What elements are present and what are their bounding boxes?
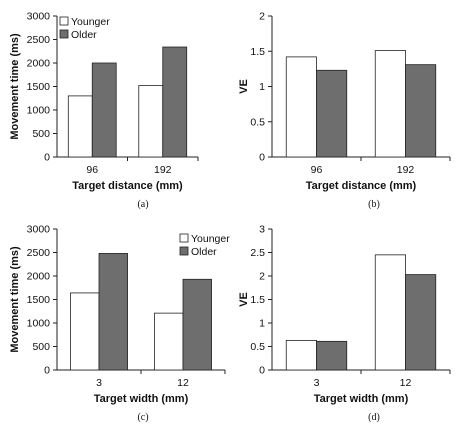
y-tick-label: 0 bbox=[259, 365, 265, 377]
y-tick-label: 500 bbox=[32, 341, 50, 353]
legend-swatch-older bbox=[59, 29, 69, 39]
y-axis-title: Movement time (ms) bbox=[9, 33, 21, 140]
y-tick-label: 2.5 bbox=[250, 247, 265, 259]
y-tick-label: 0 bbox=[44, 365, 50, 377]
x-axis-title: Target distance (mm) bbox=[72, 180, 183, 192]
x-tick-label: 12 bbox=[400, 377, 412, 389]
y-tick-label: 0 bbox=[44, 152, 50, 164]
y-tick-label: 1 bbox=[259, 81, 265, 93]
older-bar bbox=[405, 64, 437, 158]
panel-label: (a) bbox=[137, 199, 148, 210]
younger-bar bbox=[285, 56, 317, 158]
younger-bar bbox=[374, 254, 406, 371]
chart-panel-1: 0 500 1000 1500 2000 2500 3000 96 192 Target dist… bbox=[9, 11, 199, 210]
legend-label: Younger bbox=[71, 16, 110, 28]
x-axis-title: Target distance (mm) bbox=[306, 180, 417, 192]
legend-swatch-older bbox=[179, 246, 189, 256]
younger-bar bbox=[285, 339, 317, 371]
older-bar bbox=[182, 278, 212, 371]
y-tick-label: 1 bbox=[259, 318, 265, 330]
y-tick-label: 1000 bbox=[27, 318, 51, 330]
panel-label: (b) bbox=[368, 199, 380, 210]
y-tick-label: 2000 bbox=[27, 58, 51, 70]
y-tick-label: 2000 bbox=[27, 271, 51, 283]
x-tick-label: 12 bbox=[177, 377, 189, 389]
x-tick-label: 3 bbox=[96, 377, 102, 389]
older-bar bbox=[91, 62, 117, 158]
y-tick-label: 1500 bbox=[27, 81, 51, 93]
x-tick-label: 192 bbox=[397, 164, 415, 176]
younger-bar bbox=[374, 50, 406, 158]
chart-panel-4: 0 0.5 1 1.5 2 2.5 3 3 12 Target width (mm) VE (d) bbox=[238, 224, 451, 423]
x-tick-label: 3 bbox=[314, 377, 320, 389]
x-axis-title: Target width (mm) bbox=[94, 393, 189, 405]
legend-swatch-younger bbox=[59, 16, 69, 26]
y-tick-label: 0 bbox=[259, 152, 265, 164]
chart-panel-3: 0 500 1000 1500 2000 2500 3000 3 12 Target width … bbox=[9, 224, 230, 424]
panel-label: (d) bbox=[368, 412, 380, 423]
y-tick-label: 500 bbox=[32, 128, 50, 140]
y-tick-label: 2500 bbox=[27, 34, 51, 46]
y-tick-label: 1.5 bbox=[250, 294, 265, 306]
y-tick-label: 3000 bbox=[27, 11, 51, 23]
legend-label: Older bbox=[191, 246, 217, 258]
y-tick-label: 2500 bbox=[27, 247, 51, 259]
younger-bar bbox=[70, 292, 100, 371]
x-axis-title: Target width (mm) bbox=[314, 393, 409, 405]
y-axis-title: Movement time (ms) bbox=[9, 246, 21, 353]
y-axis-title: VE bbox=[238, 79, 250, 94]
y-axis-title: VE bbox=[238, 292, 250, 307]
older-bar bbox=[316, 340, 348, 371]
older-bar bbox=[316, 69, 348, 158]
y-tick-label: 1000 bbox=[27, 105, 51, 117]
younger-bar bbox=[67, 95, 93, 158]
legend-label: Older bbox=[71, 29, 97, 41]
y-tick-label: 1.5 bbox=[250, 46, 265, 58]
chart-panel-2: 0 0.5 1 1.5 2 96 192 Target distance (mm) VE (b) bbox=[238, 11, 451, 210]
y-tick-label: 1500 bbox=[27, 294, 51, 306]
y-tick-label: 0.5 bbox=[250, 341, 265, 353]
younger-bar bbox=[138, 85, 164, 158]
legend-swatch-younger bbox=[179, 233, 189, 243]
younger-bar bbox=[154, 312, 184, 371]
panel-label: (c) bbox=[137, 412, 148, 423]
older-bar bbox=[98, 253, 128, 371]
y-tick-label: 0.5 bbox=[250, 116, 265, 128]
y-tick-label: 3 bbox=[259, 224, 265, 236]
legend-label: Younger bbox=[191, 233, 230, 245]
older-bar bbox=[405, 274, 437, 371]
y-tick-label: 2 bbox=[259, 271, 265, 283]
x-tick-label: 96 bbox=[86, 164, 98, 176]
y-tick-label: 3000 bbox=[27, 224, 51, 236]
x-tick-label: 96 bbox=[311, 164, 323, 176]
older-bar bbox=[162, 46, 188, 158]
y-tick-label: 2 bbox=[259, 11, 265, 23]
x-tick-label: 192 bbox=[154, 164, 172, 176]
